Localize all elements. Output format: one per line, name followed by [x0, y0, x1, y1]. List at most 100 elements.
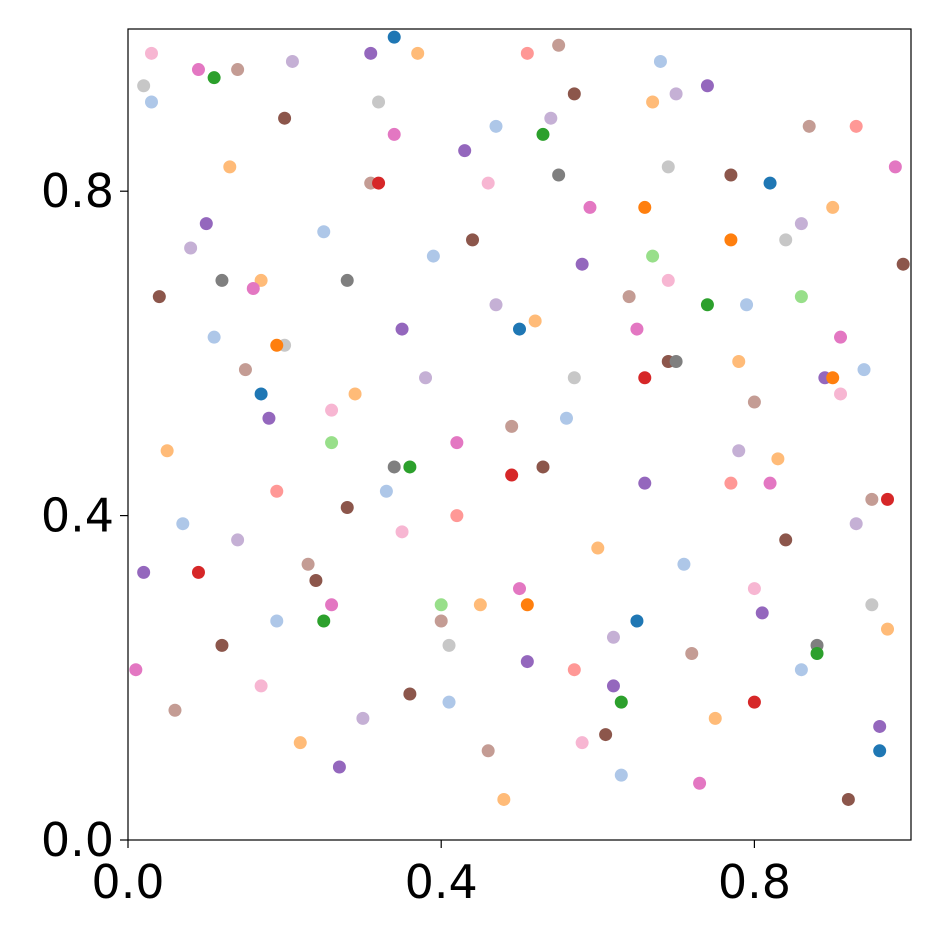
point [646, 249, 660, 263]
point [364, 46, 378, 60]
point [152, 290, 166, 304]
point [340, 273, 354, 287]
point [700, 79, 714, 93]
point [137, 79, 151, 93]
x-tick-label: 0.0 [91, 855, 164, 909]
point [207, 330, 221, 344]
point [395, 322, 409, 336]
point [865, 598, 879, 612]
point [638, 200, 652, 214]
point [724, 233, 738, 247]
plot-points [129, 30, 910, 806]
point [278, 111, 292, 125]
point [606, 679, 620, 693]
point [466, 233, 480, 247]
point [685, 646, 699, 660]
point [591, 541, 605, 555]
point [849, 517, 863, 531]
point [144, 95, 158, 109]
point [325, 598, 339, 612]
point [160, 444, 174, 458]
point [794, 217, 808, 231]
point [184, 241, 198, 255]
point [215, 638, 229, 652]
point [888, 160, 902, 174]
point [599, 728, 613, 742]
point [403, 460, 417, 474]
point [442, 695, 456, 709]
point [583, 200, 597, 214]
point [489, 119, 503, 133]
point [552, 38, 566, 52]
point [434, 614, 448, 628]
point [387, 30, 401, 44]
point [794, 290, 808, 304]
point [536, 127, 550, 141]
point [826, 200, 840, 214]
point [849, 119, 863, 133]
point [528, 314, 542, 328]
point [379, 484, 393, 498]
point [270, 484, 284, 498]
point [372, 95, 386, 109]
point [348, 387, 362, 401]
point [325, 436, 339, 450]
point [254, 273, 268, 287]
point [215, 273, 229, 287]
point [732, 444, 746, 458]
point [794, 663, 808, 677]
point [700, 298, 714, 312]
plot-frame [127, 28, 912, 841]
point [317, 614, 331, 628]
point [481, 176, 495, 190]
point [606, 630, 620, 644]
point [301, 557, 315, 571]
point [638, 476, 652, 490]
point [246, 282, 260, 296]
point [747, 695, 761, 709]
point [638, 371, 652, 385]
point [826, 371, 840, 385]
point [740, 298, 754, 312]
point [873, 744, 887, 758]
point [262, 411, 276, 425]
point [841, 792, 855, 806]
point [207, 71, 221, 85]
point [497, 792, 511, 806]
point [332, 760, 346, 774]
point [137, 565, 151, 579]
point [450, 436, 464, 450]
point [505, 419, 519, 433]
point [473, 598, 487, 612]
point [191, 565, 205, 579]
point [646, 95, 660, 109]
point [536, 460, 550, 474]
point [559, 411, 573, 425]
point [513, 322, 526, 336]
point [489, 298, 503, 312]
point [552, 168, 566, 182]
point [724, 476, 738, 490]
point [403, 687, 417, 701]
point [881, 492, 895, 506]
point [458, 144, 472, 158]
point [285, 54, 299, 68]
point [567, 87, 581, 101]
point [567, 663, 581, 677]
point [575, 736, 589, 750]
point [317, 225, 331, 239]
point [231, 533, 245, 547]
point [614, 768, 628, 782]
point [661, 273, 675, 287]
point [387, 127, 401, 141]
point [747, 582, 761, 596]
point [481, 744, 495, 758]
point [270, 614, 284, 628]
point [129, 663, 143, 677]
point [834, 387, 848, 401]
point [270, 338, 284, 352]
point [763, 476, 777, 490]
point [191, 63, 205, 77]
point [254, 387, 268, 401]
